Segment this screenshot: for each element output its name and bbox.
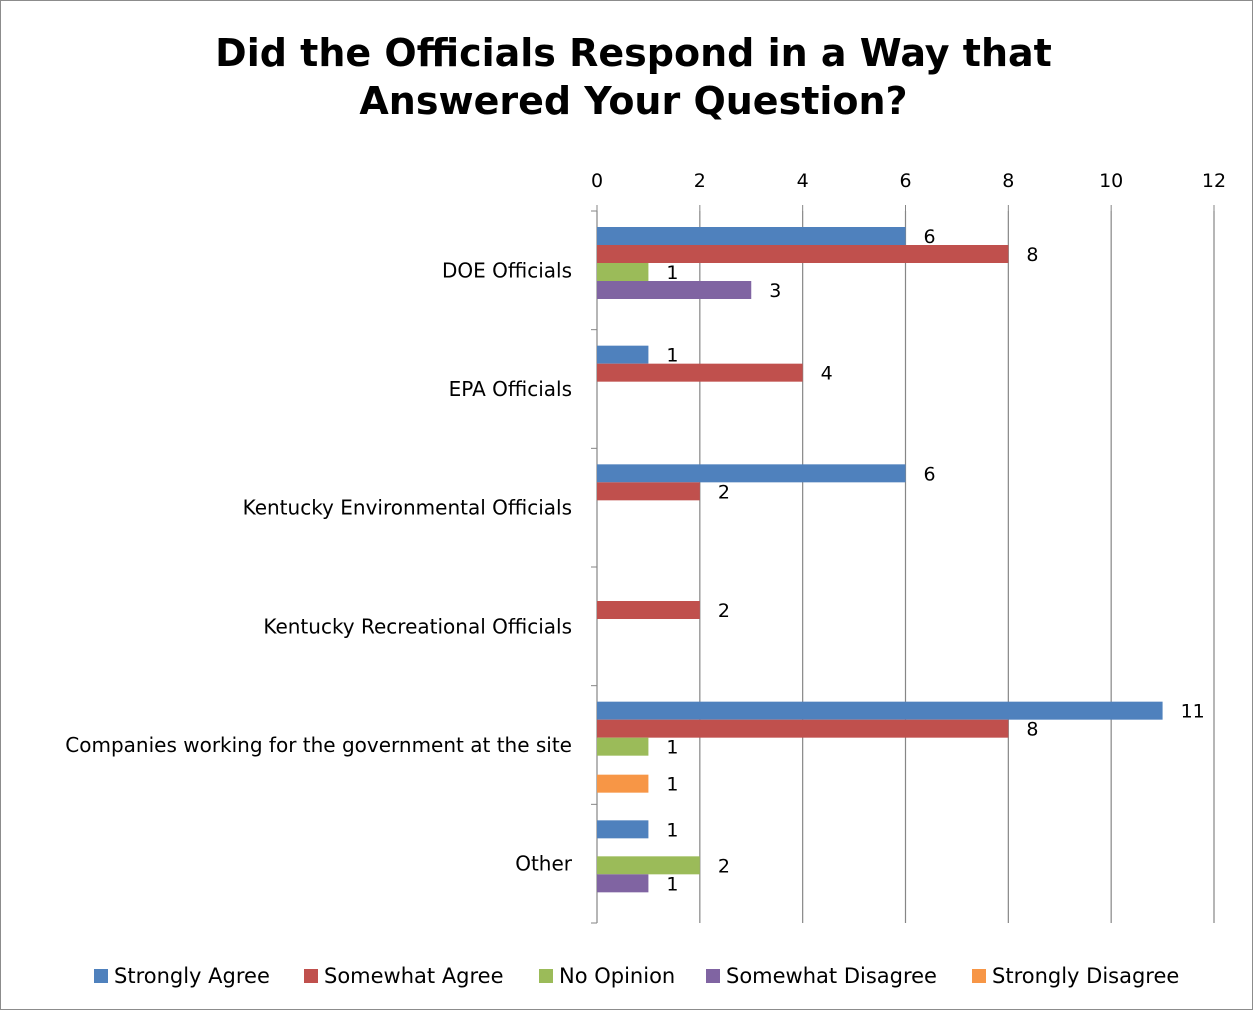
category-label: Companies working for the government at … [65, 733, 572, 757]
bar [597, 245, 1009, 263]
category-label: DOE Officials [442, 258, 572, 282]
category-label: Kentucky Environmental Officials [243, 496, 572, 520]
data-label: 4 [821, 363, 833, 385]
chart-title-line-1: Did the Officials Respond in a Way that [215, 31, 1052, 75]
bar [597, 701, 1163, 720]
legend-label: No Opinion [559, 964, 675, 988]
data-label: 11 [1181, 701, 1205, 723]
x-tick-label: 8 [1002, 170, 1014, 192]
bar [597, 856, 700, 875]
data-label: 6 [924, 463, 936, 485]
bar [597, 345, 649, 364]
legend-label: Somewhat Disagree [726, 964, 937, 988]
bar [597, 281, 752, 299]
data-label: 1 [666, 873, 678, 895]
bar [597, 719, 1009, 738]
x-tick-label: 2 [694, 170, 706, 192]
chart-title: Did the Officials Respond in a Way that … [1, 29, 1253, 125]
bar [597, 737, 649, 756]
bar [597, 482, 700, 501]
data-label: 1 [666, 262, 678, 284]
bar [597, 227, 906, 245]
data-label: 8 [1026, 244, 1038, 266]
data-label: 8 [1026, 719, 1038, 741]
category-label: EPA Officials [449, 377, 572, 401]
bars [597, 227, 1163, 893]
x-tick-label: 4 [797, 170, 809, 192]
x-tick-label: 12 [1202, 170, 1226, 192]
x-tick-label: 10 [1099, 170, 1123, 192]
bar [597, 874, 649, 893]
value-axis-ticks: 0 2 4 6 8 10 12 [591, 170, 1226, 192]
bar [597, 464, 906, 483]
category-labels: DOE Officials EPA Officials Kentucky Envir… [65, 258, 572, 875]
legend-swatch [304, 969, 318, 983]
data-label: 1 [666, 737, 678, 759]
legend-label: Strongly Agree [114, 964, 270, 988]
data-label: 1 [666, 345, 678, 367]
legend-swatch [706, 969, 720, 983]
legend-label: Strongly Disagree [992, 964, 1179, 988]
bar [597, 601, 700, 619]
data-label: 2 [718, 855, 730, 877]
gridlines [596, 205, 1215, 923]
data-label: 3 [769, 280, 781, 302]
legend-swatch [972, 969, 986, 983]
data-label: 2 [718, 600, 730, 622]
legend: Strongly Agree Somewhat Agree No Opinion So… [94, 964, 1179, 988]
bar [597, 774, 649, 793]
bar [597, 820, 649, 839]
bar [597, 263, 649, 281]
data-label: 1 [666, 819, 678, 841]
data-label: 2 [718, 481, 730, 503]
category-axis [591, 210, 598, 924]
legend-label: Somewhat Agree [324, 964, 504, 988]
data-label: 6 [924, 226, 936, 248]
category-label: Other [515, 852, 573, 876]
x-tick-label: 6 [899, 170, 911, 192]
chart-title-line-2: Answered Your Question? [359, 79, 908, 123]
x-tick-label: 0 [591, 170, 603, 192]
legend-swatch [539, 969, 553, 983]
data-label: 1 [666, 774, 678, 796]
legend-swatch [94, 969, 108, 983]
category-label: Kentucky Recreational Officials [263, 614, 572, 638]
bar [597, 363, 803, 382]
